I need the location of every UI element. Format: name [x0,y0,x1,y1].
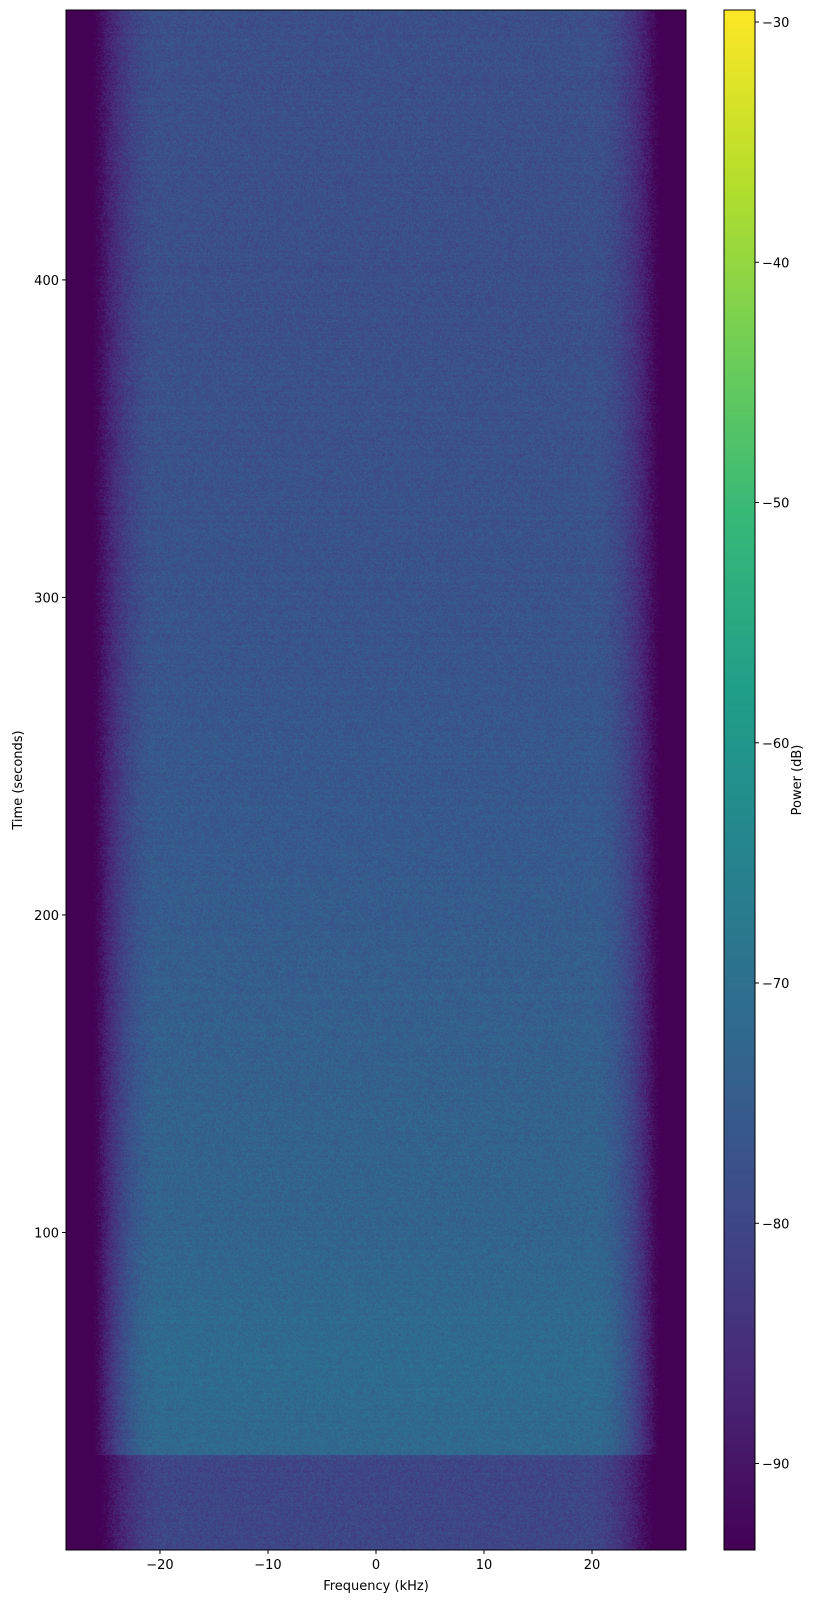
colorbar-tick-label: −80 [762,1217,789,1232]
colorbar-tick-label: −90 [762,1458,789,1473]
colorbar-tick-label: −50 [762,497,789,512]
x-tick-label: −10 [254,1558,281,1573]
colorbar-tick-label: −40 [762,256,789,271]
colorbar-frame [723,9,756,1551]
colorbar-tick-label: −60 [762,737,789,752]
y-tick-label: 100 [34,1226,59,1241]
y-tick-label: 200 [34,909,59,924]
spectrogram-heatmap [66,10,686,1550]
y-tick-label: 300 [34,591,59,606]
y-axis-label: Time (seconds) [11,730,26,830]
x-tick-label: −20 [146,1558,173,1573]
x-tick-label: 10 [476,1558,493,1573]
colorbar [724,10,755,1550]
x-tick-label: 20 [584,1558,601,1573]
x-axis-label: Frequency (kHz) [323,1579,429,1594]
y-tick-label: 400 [34,274,59,289]
plot-frame [65,9,687,1551]
x-tick-label: 0 [372,1558,380,1573]
colorbar-label: Power (dB) [790,745,805,816]
colorbar-tick-label: −30 [762,16,789,31]
colorbar-tick-label: −70 [762,977,789,992]
